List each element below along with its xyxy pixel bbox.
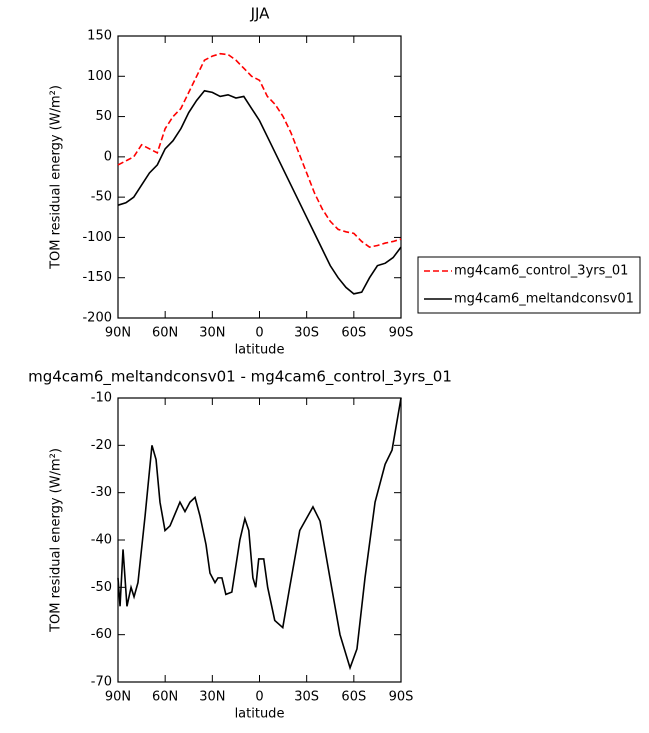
y-tick-label: -20 (91, 438, 112, 453)
y-tick-label: -30 (91, 485, 112, 500)
data-line (117, 52, 402, 248)
y-tick-label: -200 (82, 311, 112, 326)
y-tick-label: 0 (104, 149, 112, 164)
x-axis-label: latitude (235, 707, 285, 722)
x-tick-label: 60N (152, 690, 178, 705)
x-axis-label: latitude (235, 343, 285, 358)
x-tick-label: 90S (389, 690, 414, 705)
y-tick-label: 50 (95, 109, 112, 124)
x-tick-label: 90N (105, 690, 131, 705)
x-tick-label: 60N (152, 326, 178, 341)
y-tick-label: -50 (91, 580, 112, 595)
x-tick-label: 0 (255, 326, 263, 341)
x-tick-label: 90S (389, 326, 414, 341)
x-tick-label: 30S (294, 690, 319, 705)
y-tick-label: 100 (87, 69, 112, 84)
y-tick-label: -10 (91, 391, 112, 406)
y-tick-label: -50 (91, 190, 112, 205)
y-axis-label: TOM residual energy (W/m²) (49, 448, 64, 633)
y-tick-label: -60 (91, 627, 112, 642)
legend-label: mg4cam6_meltandconsv01 (454, 292, 634, 307)
x-tick-label: 90N (105, 326, 131, 341)
legend-label: mg4cam6_control_3yrs_01 (454, 264, 628, 279)
plot-frame (117, 35, 402, 319)
x-tick-label: 60S (341, 326, 366, 341)
data-line (117, 397, 402, 671)
y-tick-label: -40 (91, 533, 112, 548)
x-tick-label: 0 (255, 690, 263, 705)
y-tick-label: 150 (87, 29, 112, 44)
y-tick-label: -150 (82, 270, 112, 285)
data-line (117, 89, 402, 295)
y-tick-label: -100 (82, 230, 112, 245)
legend-box (417, 256, 641, 314)
y-axis-label: TOM residual energy (W/m²) (49, 85, 64, 270)
x-tick-label: 30N (199, 326, 225, 341)
y-tick-label: -70 (91, 675, 112, 690)
x-tick-label: 30S (294, 326, 319, 341)
x-tick-label: 30N (199, 690, 225, 705)
chart-title: JJA (250, 5, 271, 23)
chart-title: mg4cam6_meltandconsv01 - mg4cam6_control… (28, 368, 452, 387)
x-tick-label: 60S (341, 690, 366, 705)
